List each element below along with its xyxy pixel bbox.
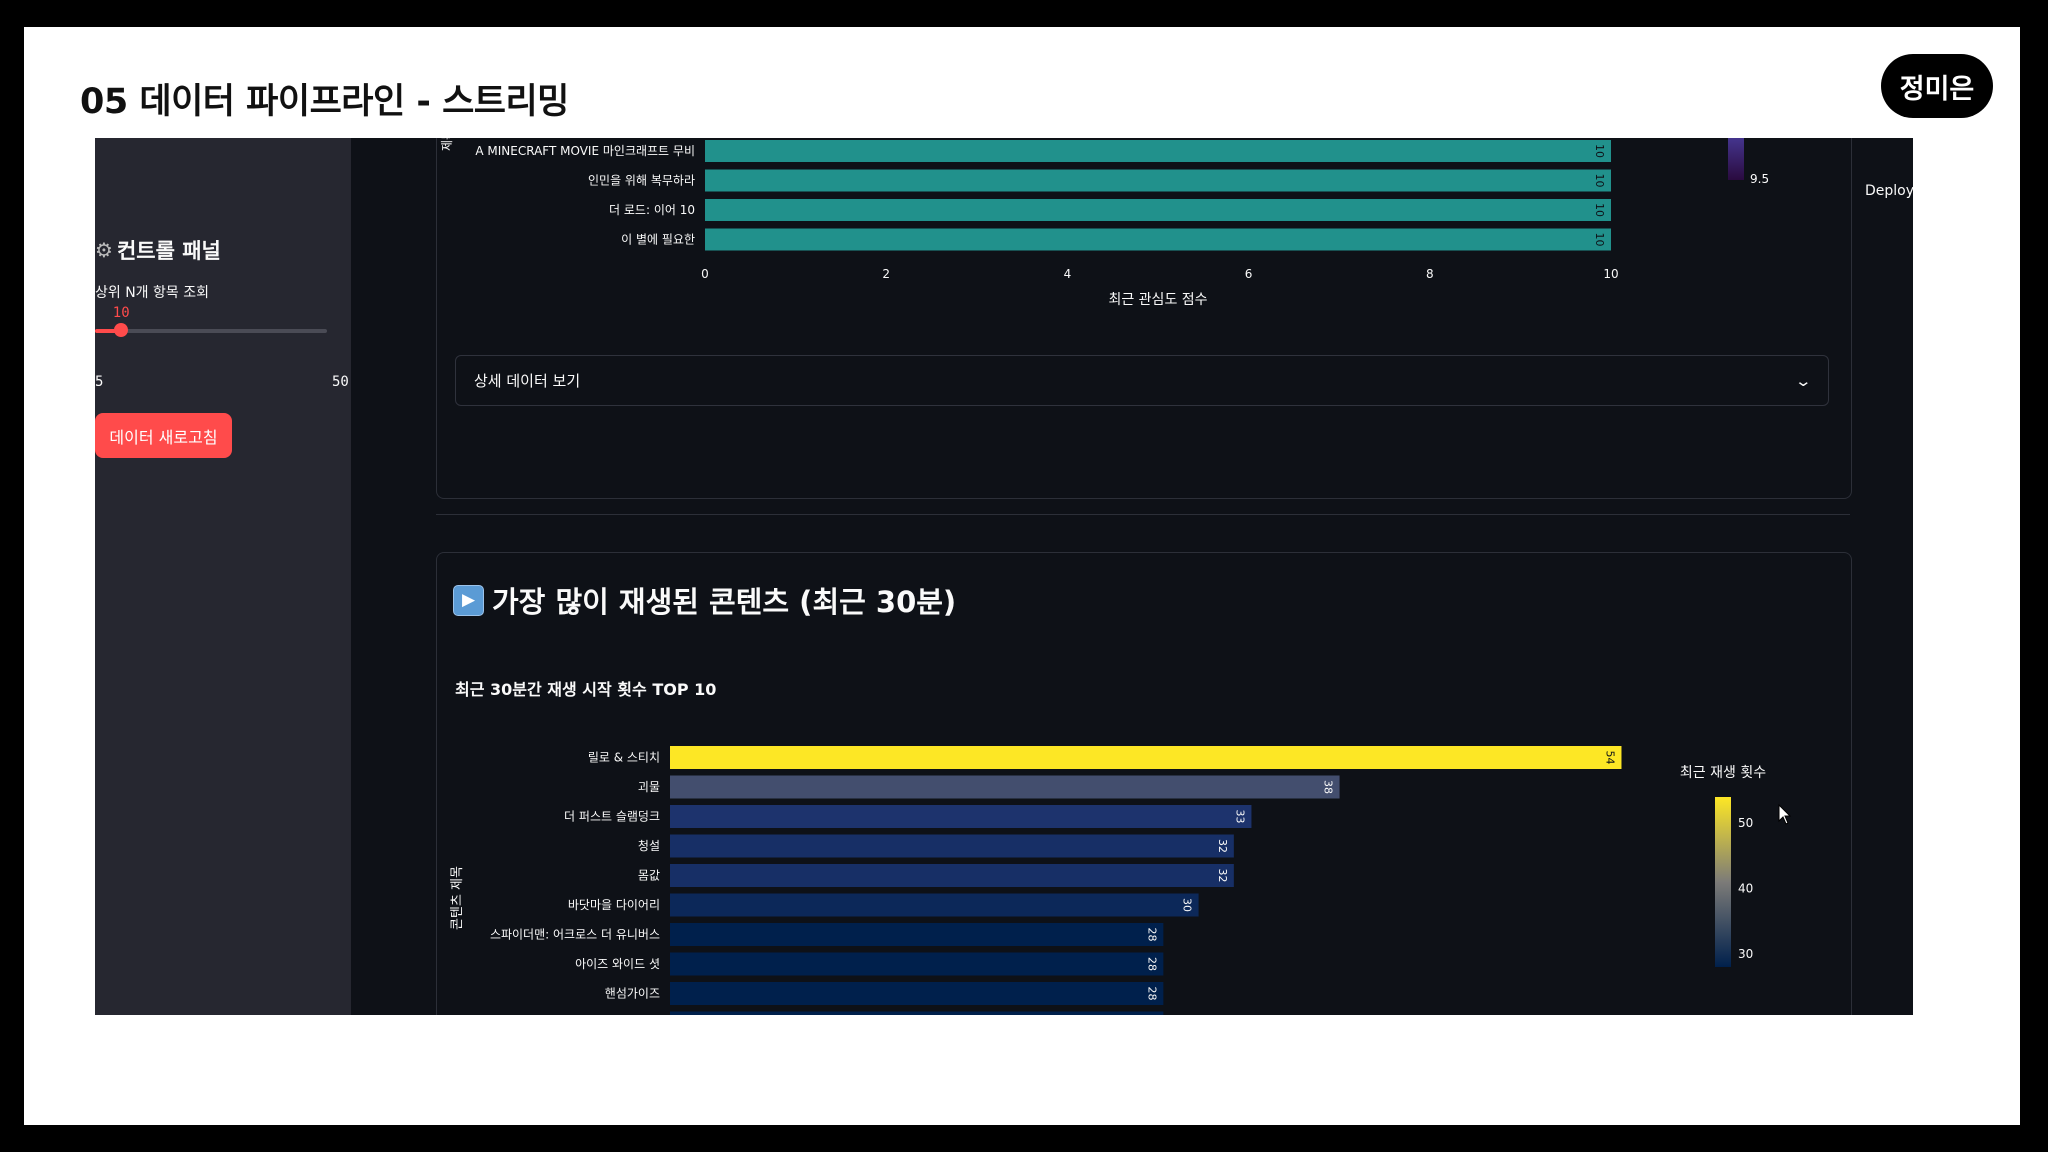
bar — [670, 893, 1199, 917]
category-label: 괴물 — [638, 780, 660, 794]
slider-fill — [95, 329, 121, 333]
colorbar-tick: 9.5 — [1750, 172, 1769, 186]
data-label: 10 — [1593, 144, 1606, 158]
data-label: 10 — [1593, 233, 1606, 247]
bar — [705, 169, 1611, 192]
play-icon: ▶ — [453, 584, 484, 616]
cursor-icon — [1778, 803, 1792, 825]
slider-max: 50 — [332, 374, 349, 390]
bar — [670, 834, 1234, 858]
author-badge: 정미은 — [1881, 54, 1993, 118]
slide-title: 05 데이터 파이프라인 - 스트리밍 — [80, 82, 569, 122]
y-axis-label: 제목 — [440, 138, 454, 151]
slider-thumb[interactable] — [113, 323, 128, 337]
category-label: A MINECRAFT MOVIE 마인크래프트 무비 — [475, 144, 695, 158]
category-label: 청설 — [638, 839, 660, 853]
x-tick-label: 6 — [1245, 267, 1253, 281]
expander-label: 상세 데이터 보기 — [474, 372, 581, 390]
deploy-button[interactable]: Deploy — [1865, 183, 1913, 199]
section-divider — [436, 514, 1850, 515]
data-label: 30 — [1181, 898, 1194, 912]
slider-label: 상위 N개 항목 조회 — [95, 285, 209, 301]
bar — [670, 746, 1622, 769]
colorbar-title: 최근 재생 횟수 — [1680, 765, 1766, 781]
data-label: 32 — [1216, 869, 1229, 883]
top-n-slider[interactable] — [95, 323, 327, 337]
category-label: 더 퍼스트 슬램덩크 — [564, 810, 660, 824]
data-label: 28 — [1145, 957, 1158, 971]
category-label: 인민을 위해 복무하라 — [588, 174, 695, 188]
category-label: 릴로 & 스티치 — [588, 751, 660, 765]
colorbar-tick: 30 — [1738, 947, 1753, 961]
colorbar-tick: 50 — [1738, 816, 1753, 830]
y-axis-label: 콘텐츠 제목 — [450, 866, 465, 930]
refresh-data-button[interactable]: 데이터 새로고침 — [95, 413, 232, 458]
slider-min: 5 — [95, 374, 104, 390]
data-label: 28 — [1145, 987, 1158, 1001]
chart-title: 최근 30분간 재생 시작 횟수 TOP 10 — [455, 680, 717, 699]
colorbar — [1715, 797, 1731, 967]
data-label: 32 — [1216, 839, 1229, 853]
bar — [705, 228, 1611, 251]
data-label: 38 — [1322, 780, 1335, 794]
bar — [670, 1011, 1164, 1015]
x-axis-label: 최근 관심도 점수 — [1108, 292, 1207, 308]
category-label: 이 별에 필요한 — [621, 233, 695, 247]
x-tick-label: 2 — [882, 267, 890, 281]
section-header: ▶ 가장 많이 재생된 콘텐츠 (최근 30분) — [453, 579, 956, 621]
sidebar-title-label: 컨트롤 패널 — [116, 239, 221, 263]
streamlit-app: ⚙ 컨트롤 패널 상위 N개 항목 조회 10 5 50 데이터 새로고침 De… — [95, 138, 1913, 1015]
sidebar: ⚙ 컨트롤 패널 상위 N개 항목 조회 10 5 50 데이터 새로고침 — [95, 138, 351, 1015]
category-label: 스파이더맨: 어크로스 더 유니버스 — [490, 928, 660, 942]
top-played-card: ▶ 가장 많이 재생된 콘텐츠 (최근 30분) 최근 30분간 재생 시작 횟… — [436, 552, 1852, 1015]
colorbar — [1728, 138, 1744, 180]
x-tick-label: 10 — [1603, 267, 1618, 281]
data-label: 28 — [1145, 928, 1158, 942]
x-tick-label: 8 — [1426, 267, 1434, 281]
data-label: 10 — [1593, 203, 1606, 217]
category-label: 몸값 — [638, 869, 660, 883]
bar — [670, 775, 1340, 799]
interest-score-chart: 제목 A MINECRAFT MOVIE 마인크래프트 무비 10 인민을 위해 복무… — [440, 138, 1769, 308]
gear-icon: ⚙ — [95, 238, 113, 262]
bar — [705, 140, 1611, 162]
category-label: 바닷마을 다이어리 — [568, 898, 660, 912]
data-label: 33 — [1233, 810, 1246, 824]
detail-data-expander[interactable]: 상세 데이터 보기 ⌄ — [455, 355, 1829, 406]
slider-value: 10 — [112, 305, 130, 321]
section-header-label: 가장 많이 재생된 콘텐츠 (최근 30분) — [492, 585, 957, 619]
x-tick-label: 4 — [1064, 267, 1072, 281]
colorbar-tick: 40 — [1738, 882, 1753, 896]
category-label: 핸섬가이즈 — [605, 986, 660, 1001]
x-tick-label: 0 — [701, 267, 709, 281]
interest-score-card: 제목 A MINECRAFT MOVIE 마인크래프트 무비 10 인민을 위해 복무… — [436, 138, 1852, 499]
top-played-chart: 콘텐츠 제목 릴로 & 스티치 54 괴물 38 더 퍼스트 슬램덩크 33 청설 32 몸값 32… — [450, 746, 1792, 1015]
category-label: 더 로드: 이어 10 — [609, 203, 695, 217]
bar — [670, 982, 1164, 1005]
category-label: 아이즈 와이드 셧 — [575, 957, 660, 971]
chevron-down-icon: ⌄ — [1794, 371, 1813, 390]
bar — [670, 952, 1164, 976]
bar — [705, 199, 1611, 221]
data-label: 54 — [1603, 751, 1616, 765]
bar — [670, 805, 1252, 828]
data-label: 10 — [1593, 174, 1606, 188]
sidebar-title: ⚙ 컨트롤 패널 — [95, 235, 221, 265]
bar — [670, 864, 1234, 887]
bar — [670, 923, 1164, 946]
